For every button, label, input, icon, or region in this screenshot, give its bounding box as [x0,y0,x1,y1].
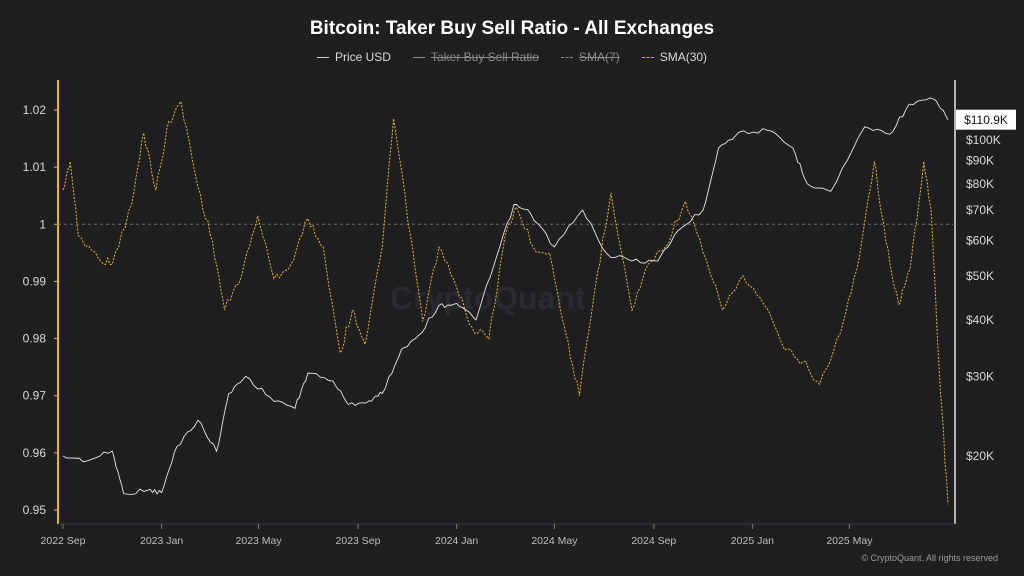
legend-item-price[interactable]: Price USD [316,50,391,64]
right-tick-label: $80K [966,177,994,191]
price-series-line [62,97,949,495]
legend-label-price: Price USD [334,50,391,64]
x-tick-label: 2025 Jan [731,535,774,547]
x-tick-label: 2025 May [826,535,873,547]
legend-item-sma30[interactable]: SMA(30) [641,50,708,64]
sma30-series-line [62,100,949,505]
right-tick-label: $70K [966,203,994,217]
left-tick-label: 1 [39,217,46,231]
left-tick-label: 0.96 [23,446,47,460]
chart-legend: Price USD Taker Buy Sell Ratio SMA(7) SM… [0,50,1024,64]
x-tick-label: 2023 Jan [140,535,183,547]
right-tick-label: $50K [966,269,994,283]
x-tick-label: 2023 Sep [336,535,381,547]
right-tick-label: $100K [966,133,1001,147]
chart-title: Bitcoin: Taker Buy Sell Ratio - All Exch… [309,18,715,39]
left-tick-label: 1.01 [23,160,47,174]
legend-label-taker-ratio: Taker Buy Sell Ratio [430,50,540,64]
right-tick-label: $20K [966,449,994,463]
x-tick-label: 2024 May [531,535,578,547]
left-tick-label: 0.97 [23,389,47,403]
current-price-box [956,109,1016,130]
legend-item-sma7[interactable]: SMA(7) [561,50,620,64]
right-tick-label: $90K [966,154,994,168]
right-tick-label: $40K [966,313,994,327]
legend-swatch-price [316,56,329,58]
legend-swatch-taker-ratio [412,56,425,58]
x-tick-label: 2024 Sep [631,535,676,547]
left-tick-label: 0.95 [23,503,47,517]
copyright-footer: © CryptoQuant. All rights reserved [861,553,998,563]
x-tick-label: 2024 Jan [435,535,478,547]
legend-swatch-sma30 [641,56,654,58]
legend-item-taker-ratio[interactable]: Taker Buy Sell Ratio [412,50,540,64]
left-tick-label: 1.02 [23,103,47,117]
right-tick-label: $30K [966,369,994,383]
legend-label-sma7: SMA(7) [579,50,620,64]
left-tick-label: 0.98 [23,332,47,346]
x-tick-label: 2023 May [236,535,283,547]
right-tick-label: $60K [966,233,994,247]
left-tick-label: 0.99 [23,274,47,288]
legend-label-sma30: SMA(30) [659,50,708,64]
watermark: CryptoQuant [390,280,586,316]
x-tick-label: 2022 Sep [41,535,86,547]
current-price-label: $110.9K [964,113,1008,127]
legend-swatch-sma7 [561,56,574,58]
